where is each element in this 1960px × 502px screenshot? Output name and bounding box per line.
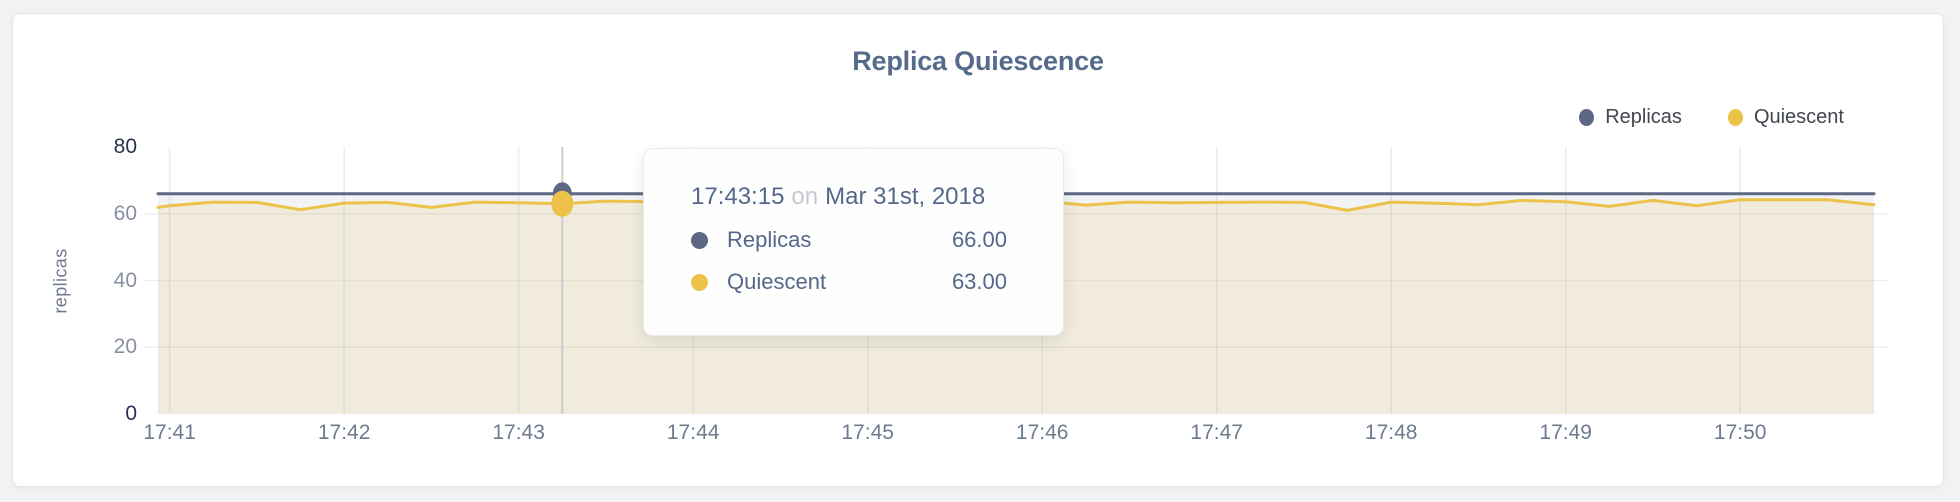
legend-label-replicas: Replicas <box>1605 106 1682 128</box>
x-tick-label: 17:43 <box>492 421 545 444</box>
tooltip-quiescent-label: Quiescent <box>727 269 827 294</box>
legend: Replicas Quiescent <box>1579 106 1844 129</box>
tooltip-header: 17:43:15 on Mar 31st, 2018 <box>691 183 1007 211</box>
chart-tooltip: 17:43:15 on Mar 31st, 2018 Replicas 66.00 … <box>643 148 1064 336</box>
legend-item-replicas: Replicas <box>1579 106 1682 129</box>
tooltip-replicas-value: 66.00 <box>951 227 1007 252</box>
y-tick-label: 60 <box>113 201 137 225</box>
replicas-legend-dot-icon <box>1579 109 1595 126</box>
x-tick-label: 17:44 <box>666 421 720 444</box>
tooltip-time: 17:43:15 <box>691 183 785 210</box>
tooltip-replicas-label: Replicas <box>727 227 812 252</box>
chart-card: Replica Quiescence Replicas Quiescent re… <box>12 13 1944 487</box>
quiescent-legend-dot-icon <box>1727 109 1743 126</box>
tooltip-on-word: on <box>791 183 819 210</box>
legend-item-quiescent: Quiescent <box>1727 106 1844 129</box>
x-tick-label: 17:48 <box>1364 421 1418 444</box>
tooltip-row-replicas: Replicas 66.00 <box>691 219 1007 261</box>
y-tick-label: 80 <box>113 135 137 158</box>
x-tick-label: 17:45 <box>841 421 894 444</box>
tooltip-date: Mar 31st, 2018 <box>825 183 986 210</box>
tooltip-row-quiescent: Quiescent 63.00 <box>691 261 1007 303</box>
y-tick-label: 40 <box>113 268 137 292</box>
x-tick-label: 17:41 <box>143 421 196 444</box>
x-tick-label: 17:47 <box>1190 421 1243 444</box>
x-tick-label: 17:49 <box>1539 421 1592 444</box>
y-tick-label: 0 <box>125 402 137 425</box>
y-tick-label: 20 <box>113 335 137 359</box>
legend-label-quiescent: Quiescent <box>1753 106 1844 128</box>
replicas-dot-icon <box>691 231 708 249</box>
x-tick-label: 17:50 <box>1713 421 1767 444</box>
chart-title: Replica Quiescence <box>852 46 1104 76</box>
quiescent-dot-icon <box>691 273 708 291</box>
tooltip-quiescent-value: 63.00 <box>951 269 1007 294</box>
x-tick-label: 17:42 <box>317 421 371 444</box>
x-tick-label: 17:46 <box>1015 421 1069 444</box>
